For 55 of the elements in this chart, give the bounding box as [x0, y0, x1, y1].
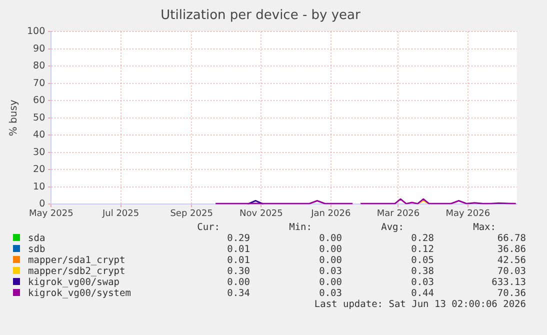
x-tick-label: May 2025	[28, 208, 74, 219]
legend-label: kigrok_vg00/system	[27, 288, 132, 299]
text: 0.00	[226, 277, 250, 288]
text: Cur:	[196, 222, 221, 233]
text: 0.03	[318, 266, 342, 277]
x-tick-label: Jan 2026	[310, 208, 351, 219]
y-tick-label: 100	[26, 26, 46, 38]
text: 0.30	[226, 266, 250, 277]
y-tick-label: 20	[33, 164, 46, 176]
text: Max:	[472, 222, 497, 233]
x-tick-label: Jul 2025	[101, 208, 140, 219]
y-tick-label: 0	[39, 198, 46, 210]
x-tick-label: Sep 2025	[170, 208, 213, 219]
text: 0.38	[410, 266, 434, 277]
text: 0.03	[318, 288, 342, 299]
text: 0.00	[318, 255, 342, 266]
text: 0.00	[318, 244, 342, 255]
text: 70.03	[496, 266, 526, 277]
y-tick-label: 30	[33, 146, 46, 158]
y-tick-label: 60	[33, 95, 46, 106]
y-tick-label: 80	[33, 60, 46, 72]
text: 0.34	[226, 288, 250, 299]
legend-label: mapper/sda1_crypt	[27, 255, 126, 266]
legend-label: mapper/sdb2_crypt	[27, 266, 126, 277]
text: 42.56	[496, 255, 526, 266]
legend-label: sda	[27, 233, 46, 244]
text: 0.28	[410, 233, 434, 244]
text: 0.03	[410, 277, 434, 288]
chart-title: Utilization per device - by year	[160, 8, 362, 24]
y-axis-title: % busy	[8, 100, 20, 136]
text: Min:	[288, 222, 313, 233]
text: Last update: Sat Jun 13 02:00:06 2026	[313, 299, 526, 310]
text: 66.78	[496, 233, 526, 244]
text: 0.01	[226, 255, 250, 266]
text: 36.86	[496, 244, 526, 255]
y-tick-label: 50	[33, 112, 46, 124]
text: Avg:	[380, 222, 405, 233]
y-tick-label: 70	[33, 78, 46, 89]
x-tick-label: Mar 2026	[376, 208, 420, 219]
x-tick-label: Nov 2025	[240, 208, 283, 219]
text: 0.00	[318, 233, 342, 244]
y-tick-label: 10	[33, 181, 46, 192]
x-tick-label: May 2026	[446, 208, 490, 219]
legend-label: sdb	[27, 244, 46, 255]
legend-label: kigrok_vg00/swap	[27, 277, 121, 288]
text: 0.12	[410, 244, 434, 255]
text: 0.05	[410, 255, 434, 266]
text: 0.01	[226, 244, 250, 255]
text: 0.44	[410, 288, 434, 299]
text: 70.36	[496, 288, 526, 299]
text: 633.13	[490, 277, 526, 288]
text: 0.00	[318, 277, 342, 288]
y-tick-label: 90	[33, 43, 46, 54]
y-tick-label: 40	[33, 130, 46, 141]
text: 0.29	[226, 233, 250, 244]
